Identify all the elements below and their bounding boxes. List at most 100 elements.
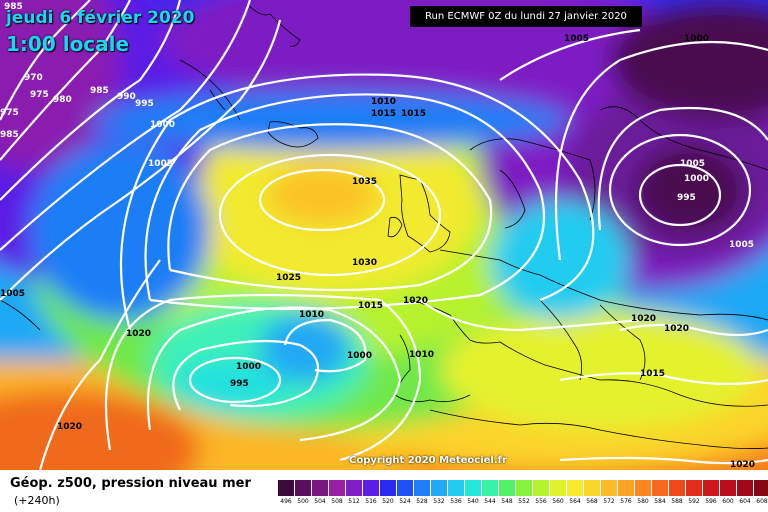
scale-swatch: 600 xyxy=(720,480,737,505)
isobar-label: 1005 xyxy=(729,240,754,250)
scale-value: 540 xyxy=(467,498,479,505)
scale-value: 580 xyxy=(637,498,649,505)
scale-value: 596 xyxy=(705,498,717,505)
forecast-date: jeudi 6 février 2020 xyxy=(6,8,195,28)
scale-swatch: 544 xyxy=(482,480,499,505)
scale-value: 588 xyxy=(671,498,683,505)
scale-value: 584 xyxy=(654,498,666,505)
scale-swatch: 608 xyxy=(754,480,768,505)
scale-value: 520 xyxy=(382,498,394,505)
scale-swatch: 588 xyxy=(669,480,686,505)
scale-value: 568 xyxy=(586,498,598,505)
scale-swatch: 528 xyxy=(414,480,431,505)
scale-swatch: 560 xyxy=(550,480,567,505)
isobar-label: 1000 xyxy=(684,174,709,184)
scale-swatch: 592 xyxy=(686,480,703,505)
isobar-label: 995 xyxy=(230,379,249,389)
geopotential-map: 985 970 975 980 985 990 995 1000 1005 10… xyxy=(0,0,768,470)
isobar-label: 1000 xyxy=(347,351,372,361)
scale-swatch: 516 xyxy=(363,480,380,505)
scale-swatch: 500 xyxy=(295,480,312,505)
isobar-label: 1005 xyxy=(564,34,589,44)
scale-value: 512 xyxy=(348,498,360,505)
isobar-label: 975 xyxy=(30,90,49,100)
isobar-label: 1020 xyxy=(403,296,428,306)
scale-swatch: 508 xyxy=(329,480,346,505)
isobar-label: 975 xyxy=(0,108,19,118)
scale-value: 500 xyxy=(297,498,309,505)
isobar-label: 985 xyxy=(4,2,23,12)
isobar-label: 1015 xyxy=(371,109,396,119)
scale-swatch: 524 xyxy=(397,480,414,505)
isobars xyxy=(0,0,768,470)
isobar-label: 995 xyxy=(677,193,696,203)
scale-value: 600 xyxy=(722,498,734,505)
scale-value: 572 xyxy=(603,498,615,505)
scale-swatch: 496 xyxy=(278,480,295,505)
isobar-label: 1010 xyxy=(409,350,434,360)
scale-swatch: 584 xyxy=(652,480,669,505)
isobar-label: 995 xyxy=(135,99,154,109)
copyright-notice: Copyright 2020 Meteociel.fr xyxy=(349,455,507,466)
scale-value: 536 xyxy=(450,498,462,505)
scale-value: 604 xyxy=(739,498,751,505)
isobar-label: 1015 xyxy=(640,369,665,379)
scale-value: 608 xyxy=(756,498,768,505)
isobar-label: 1000 xyxy=(684,34,709,44)
isobar-label: 1010 xyxy=(371,97,396,107)
scale-swatch: 552 xyxy=(516,480,533,505)
isobar-label: 985 xyxy=(90,86,109,96)
scale-swatch: 604 xyxy=(737,480,754,505)
scale-swatch: 556 xyxy=(533,480,550,505)
scale-swatch: 536 xyxy=(448,480,465,505)
lead-time: (+240h) xyxy=(14,494,60,507)
isobar-label: 1015 xyxy=(358,301,383,311)
scale-swatch: 596 xyxy=(703,480,720,505)
isobar-label: 1000 xyxy=(150,120,175,130)
scale-swatch: 520 xyxy=(380,480,397,505)
scale-value: 576 xyxy=(620,498,632,505)
scale-value: 528 xyxy=(416,498,428,505)
scale-value: 524 xyxy=(399,498,411,505)
isobar-label: 985 xyxy=(0,130,19,140)
scale-value: 504 xyxy=(314,498,326,505)
isobar-label: 1030 xyxy=(352,258,377,268)
isobar-label: 1020 xyxy=(664,324,689,334)
scale-swatch: 504 xyxy=(312,480,329,505)
scale-swatch: 564 xyxy=(567,480,584,505)
scale-value: 556 xyxy=(535,498,547,505)
scale-value: 548 xyxy=(501,498,513,505)
scale-swatch: 512 xyxy=(346,480,363,505)
isobar-label: 1020 xyxy=(730,460,755,470)
isobar-label: 1005 xyxy=(680,159,705,169)
isobar-label: 1020 xyxy=(57,422,82,432)
isobar-label: 1000 xyxy=(236,362,261,372)
isobar-label: 1005 xyxy=(148,159,173,169)
scale-value: 496 xyxy=(280,498,292,505)
isobar-labels: 985 970 975 980 985 990 995 1000 1005 10… xyxy=(0,2,755,470)
scale-value: 552 xyxy=(518,498,530,505)
scale-swatch: 580 xyxy=(635,480,652,505)
legend-bar: Géop. z500, pression niveau mer (+240h) … xyxy=(0,470,768,512)
isobar-label: 990 xyxy=(117,92,136,102)
scale-swatch: 572 xyxy=(601,480,618,505)
scale-swatch: 540 xyxy=(465,480,482,505)
scale-value: 508 xyxy=(331,498,343,505)
isobar-label: 1020 xyxy=(631,314,656,324)
isobar-label: 1005 xyxy=(0,289,25,299)
field-title: Géop. z500, pression niveau mer xyxy=(10,476,251,491)
scale-value: 592 xyxy=(688,498,700,505)
scale-value: 560 xyxy=(552,498,564,505)
scale-swatch: 548 xyxy=(499,480,516,505)
forecast-local-time: 1:00 locale xyxy=(6,32,130,56)
isobar-label: 980 xyxy=(53,95,72,105)
scale-value: 516 xyxy=(365,498,377,505)
scale-swatch: 532 xyxy=(431,480,448,505)
isobar-label: 1035 xyxy=(352,177,377,187)
model-run-label: Run ECMWF 0Z du lundi 27 janvier 2020 xyxy=(410,6,642,27)
color-scale: 496 500 504 508 512 516 520 524 528 532 536 540 544 5… xyxy=(278,480,768,505)
scale-value: 544 xyxy=(484,498,496,505)
isobar-label: 1015 xyxy=(401,109,426,119)
scale-swatch: 576 xyxy=(618,480,635,505)
